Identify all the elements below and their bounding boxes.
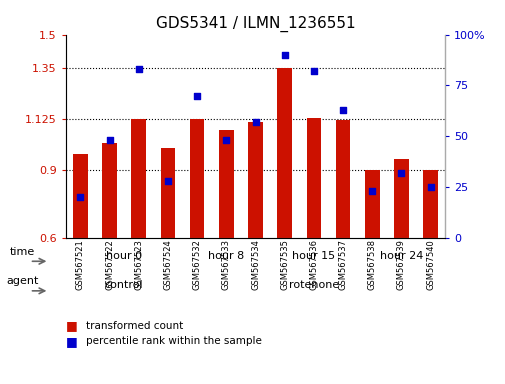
Text: hour 8: hour 8 — [208, 251, 244, 261]
Bar — [102, 143, 117, 238]
Point — [222, 137, 230, 144]
Bar — [335, 121, 350, 238]
Point — [76, 194, 84, 200]
Text: control: control — [105, 280, 143, 290]
Point — [396, 170, 405, 176]
Point — [193, 93, 201, 99]
Bar — [189, 119, 204, 238]
Point — [134, 66, 142, 72]
Point — [309, 68, 317, 74]
Title: GDS5341 / ILMN_1236551: GDS5341 / ILMN_1236551 — [156, 16, 355, 32]
Bar — [73, 154, 87, 238]
Text: percentile rank within the sample: percentile rank within the sample — [86, 336, 262, 346]
Bar — [393, 159, 408, 238]
Text: ■: ■ — [66, 335, 77, 348]
Point — [251, 119, 259, 125]
Text: rotenone: rotenone — [288, 280, 338, 290]
Bar — [423, 170, 437, 238]
Text: ■: ■ — [66, 319, 77, 333]
Bar — [306, 118, 321, 238]
Text: agent: agent — [7, 276, 39, 286]
Point — [164, 178, 172, 184]
Point — [106, 137, 114, 144]
Bar — [364, 170, 379, 238]
Text: hour 0: hour 0 — [106, 251, 142, 261]
Text: hour 24: hour 24 — [379, 251, 422, 261]
Bar — [248, 122, 262, 238]
Text: hour 15: hour 15 — [292, 251, 335, 261]
Bar — [131, 119, 146, 238]
Point — [338, 107, 346, 113]
Text: transformed count: transformed count — [86, 321, 183, 331]
Point — [426, 184, 434, 190]
Bar — [219, 129, 233, 238]
Point — [280, 52, 288, 58]
Text: time: time — [10, 247, 35, 257]
Bar — [277, 68, 291, 238]
Bar — [161, 147, 175, 238]
Point — [368, 188, 376, 194]
